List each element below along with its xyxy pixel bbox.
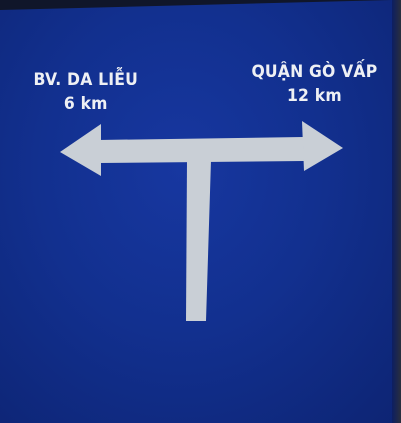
arrow-left-icon (60, 124, 101, 176)
sign-edge (392, 0, 401, 423)
left-destination: BV. DA LIỄU 6 km (26, 68, 146, 116)
right-destination-distance: 12 km (286, 86, 342, 106)
junction-stem (186, 160, 211, 321)
arrow-right-icon (302, 121, 343, 171)
left-destination-distance: 6 km (63, 94, 108, 114)
left-destination-name: BV. DA LIỄU (33, 70, 139, 90)
junction-bar (98, 137, 304, 163)
right-destination-name: QUẬN GÒ VẤP (251, 62, 378, 82)
right-destination: QUẬN GÒ VẤP 12 km (250, 60, 379, 108)
